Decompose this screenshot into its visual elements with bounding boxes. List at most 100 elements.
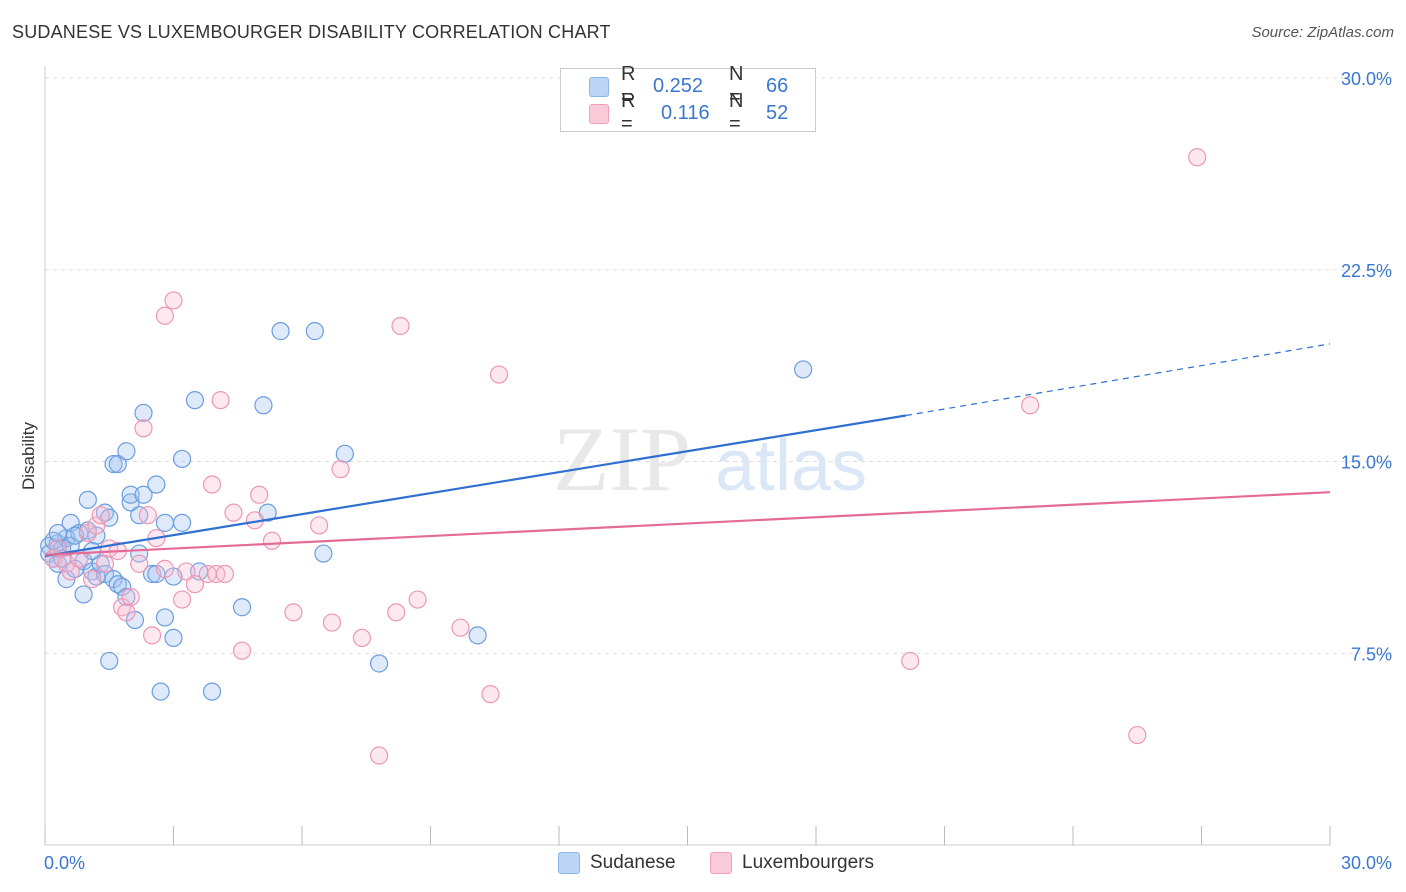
sudanese-point bbox=[117, 587, 136, 607]
luxembourgers-point bbox=[211, 391, 230, 410]
y-tick-label: 22.5% bbox=[1341, 261, 1392, 281]
sudanese-point bbox=[335, 444, 354, 463]
legend-swatch-luxembourgers bbox=[589, 104, 609, 124]
sudanese-point bbox=[91, 554, 110, 573]
y-axis-label: Disability bbox=[19, 421, 38, 490]
series-label-sudanese: Sudanese bbox=[590, 852, 676, 873]
sudanese-point bbox=[185, 391, 205, 410]
luxembourgers-point bbox=[164, 291, 183, 310]
legend-r-label: R = bbox=[621, 63, 636, 108]
sudanese-point bbox=[155, 608, 175, 627]
luxembourgers-point bbox=[142, 626, 162, 645]
sudanese-point bbox=[314, 544, 333, 563]
legend-n-label: N = bbox=[729, 63, 744, 108]
luxembourgers-trend-line bbox=[44, 491, 1331, 556]
sudanese-point bbox=[74, 585, 93, 604]
luxembourgers-point bbox=[901, 651, 920, 671]
luxembourgers-point bbox=[215, 564, 234, 584]
luxembourgers-point bbox=[134, 419, 153, 438]
correlation-legend: R = 0.252 N = 66 R = 0.116 N = 52 bbox=[560, 63, 816, 135]
sudanese-point bbox=[202, 682, 222, 701]
legend-n-value: 52 bbox=[766, 101, 789, 124]
sudanese-point bbox=[172, 449, 192, 469]
luxembourgers-point bbox=[310, 516, 329, 535]
luxembourgers-point bbox=[177, 562, 196, 581]
series-label-luxembourgers: Luxembourgers bbox=[742, 852, 875, 873]
luxembourgers-point bbox=[130, 554, 149, 573]
luxembourgers-point bbox=[121, 587, 140, 607]
sudanese-trend-line bbox=[44, 414, 907, 558]
sudanese-point bbox=[305, 322, 324, 341]
sudanese-point bbox=[254, 396, 273, 415]
y-tick-label: 15.0% bbox=[1341, 453, 1392, 473]
luxembourgers-point bbox=[61, 562, 80, 581]
legend-n-label: N = bbox=[729, 90, 744, 135]
watermark-atlas: atlas bbox=[715, 426, 867, 506]
series-legend-sudanese[interactable]: Sudanese bbox=[558, 852, 676, 874]
luxembourgers-point bbox=[262, 531, 282, 550]
luxembourgers-point bbox=[155, 559, 175, 578]
chart-title: SUDANESE VS LUXEMBOURGER DISABILITY CORR… bbox=[12, 22, 611, 42]
luxembourgers-point bbox=[91, 506, 110, 525]
luxembourgers-point bbox=[451, 618, 470, 637]
sudanese-point bbox=[134, 403, 153, 423]
legend-r-value: 0.252 bbox=[653, 74, 704, 97]
luxembourgers-point bbox=[83, 570, 102, 589]
luxembourgers-point bbox=[232, 641, 252, 660]
luxembourgers-point bbox=[284, 603, 303, 622]
sudanese-point bbox=[172, 513, 192, 532]
sudanese-point bbox=[48, 523, 67, 543]
sudanese-point bbox=[108, 454, 127, 474]
sudanese-point bbox=[121, 485, 140, 504]
luxembourgers-point bbox=[1188, 148, 1207, 167]
luxembourgers-point bbox=[250, 485, 269, 504]
source-note: Source: ZipAtlas.com bbox=[1251, 24, 1394, 41]
legend-r-value: 0.116 bbox=[661, 101, 710, 124]
luxembourgers-point bbox=[391, 316, 410, 336]
sudanese-point bbox=[151, 682, 170, 701]
sudanese-point bbox=[794, 360, 813, 379]
sudanese-point bbox=[164, 628, 183, 648]
luxembourgers-point bbox=[1128, 725, 1147, 745]
series-swatch-luxembourgers bbox=[710, 852, 732, 874]
sudanese-point bbox=[117, 442, 136, 461]
luxembourgers-point bbox=[481, 685, 500, 704]
sudanese-trend-extension bbox=[905, 343, 1331, 417]
luxembourgers-point bbox=[202, 475, 222, 494]
x-tick-label: 30.0% bbox=[1341, 853, 1392, 873]
luxembourgers-point bbox=[387, 603, 406, 622]
sudanese-point bbox=[104, 454, 123, 474]
x-tick-label: 0.0% bbox=[44, 853, 85, 873]
sudanese-point bbox=[370, 654, 389, 673]
sudanese-point bbox=[100, 651, 119, 671]
luxembourgers-point bbox=[352, 628, 372, 648]
legend-r-label: R = bbox=[621, 90, 636, 135]
sudanese-point bbox=[78, 490, 97, 509]
watermark-zip: ZIP bbox=[553, 408, 691, 510]
luxembourgers-point bbox=[224, 503, 243, 522]
luxembourgers-point bbox=[370, 746, 389, 765]
luxembourgers-point bbox=[408, 590, 427, 609]
sudanese-point bbox=[155, 513, 175, 532]
sudanese-point bbox=[134, 485, 153, 504]
series-legend: Sudanese Luxembourgers bbox=[0, 852, 1406, 878]
sudanese-point bbox=[271, 322, 290, 341]
luxembourgers-point bbox=[155, 306, 175, 325]
luxembourgers-point bbox=[138, 506, 157, 525]
y-tick-label: 30.0% bbox=[1341, 69, 1392, 89]
luxembourgers-point bbox=[489, 365, 509, 384]
luxembourgers-point bbox=[1021, 396, 1040, 415]
luxembourgers-point bbox=[172, 590, 192, 609]
sudanese-point bbox=[147, 475, 166, 494]
series-legend-luxembourgers[interactable]: Luxembourgers bbox=[710, 852, 874, 874]
luxembourgers-point bbox=[87, 516, 106, 535]
luxembourgers-point bbox=[185, 575, 205, 594]
luxembourgers-point bbox=[322, 613, 342, 632]
luxembourgers-point bbox=[117, 603, 136, 622]
series-swatch-sudanese bbox=[558, 852, 580, 874]
legend-n-value: 66 bbox=[766, 74, 789, 97]
luxembourgers-point bbox=[331, 460, 350, 479]
legend-swatch-sudanese bbox=[589, 77, 609, 97]
sudanese-point bbox=[232, 598, 252, 617]
y-tick-label: 7.5% bbox=[1351, 644, 1392, 664]
